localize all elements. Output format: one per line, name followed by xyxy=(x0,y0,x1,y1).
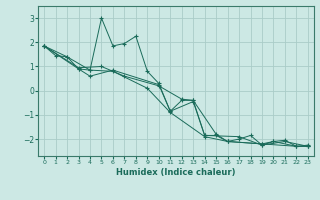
X-axis label: Humidex (Indice chaleur): Humidex (Indice chaleur) xyxy=(116,168,236,177)
